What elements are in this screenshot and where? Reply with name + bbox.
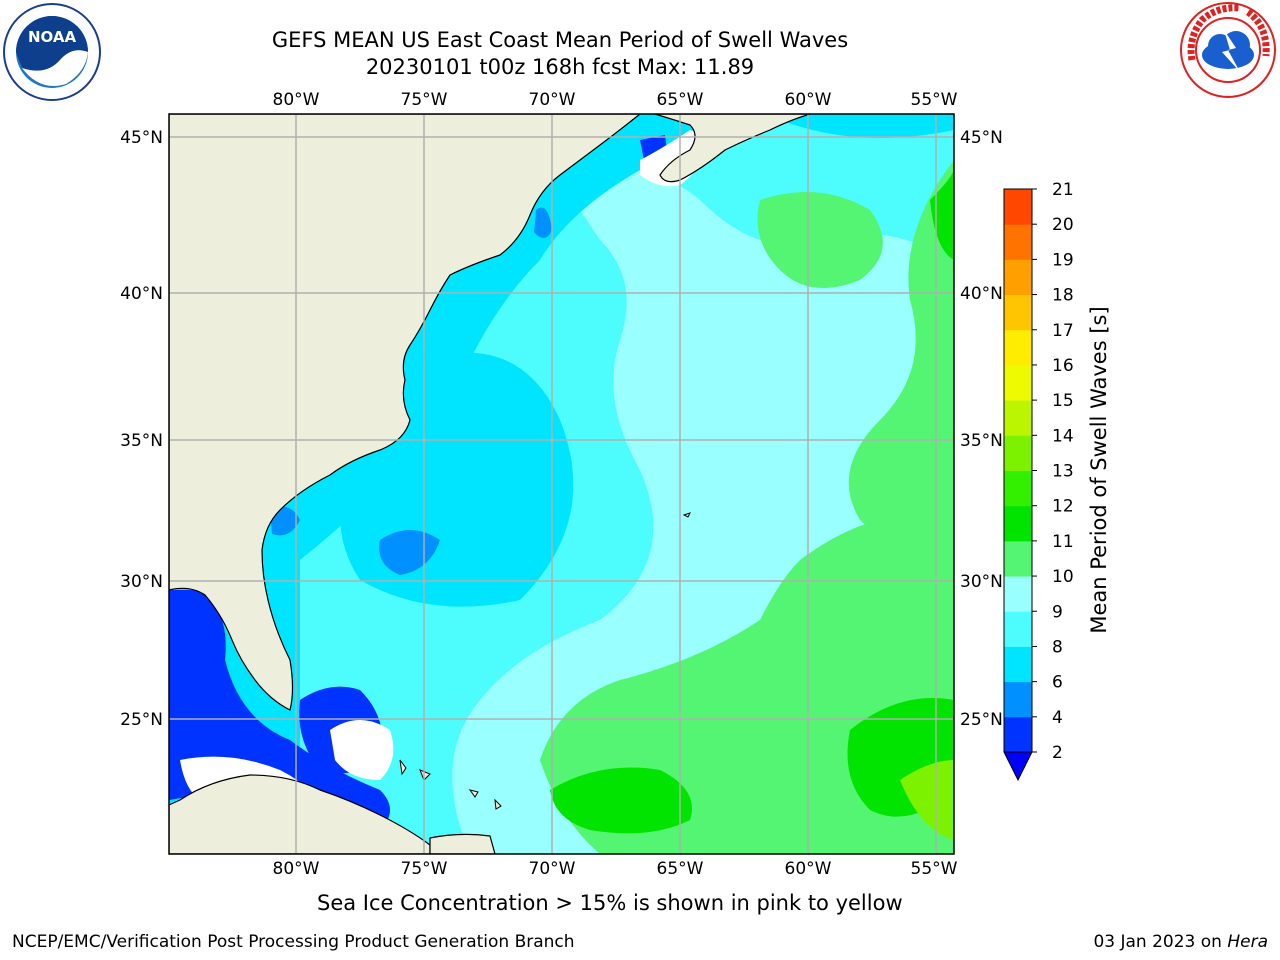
colorbar-tick-label: 4 [1052,708,1063,728]
colorbar-tick-label: 13 [1052,462,1074,482]
lon-label-top: 80°W [273,90,320,110]
footer-host: Hera [1227,932,1268,952]
map-gridlines [169,114,954,854]
lon-label-bottom: 70°W [529,859,576,879]
nws-logo [1180,2,1276,98]
colorbar-tick-label: 11 [1052,532,1074,552]
lon-label-top: 70°W [529,90,576,110]
colorbar-tick-label: 20 [1052,215,1074,235]
colorbar-tick-label: 12 [1052,497,1074,517]
colorbar-segment [1004,400,1032,436]
lon-label-bottom: 80°W [273,859,320,879]
lon-label-top: 60°W [785,90,832,110]
noaa-logo: NOAA [3,3,101,101]
lon-label-bottom: 75°W [401,859,448,879]
colorbar-tick-label: 10 [1052,567,1074,587]
lat-label-left: 45°N [120,128,163,148]
colorbar-segment [1004,435,1032,471]
lat-label-right: 35°N [960,431,1003,451]
lat-label-right: 25°N [960,710,1003,730]
footer-credit: NCEP/EMC/Verification Post Processing Pr… [12,932,575,952]
colorbar-segment [1004,540,1032,577]
colorbar-segment [1004,470,1032,507]
colorbar-tick-label: 2 [1052,743,1063,763]
colorbar-tick-label: 9 [1052,602,1063,622]
footer-date-text: 03 Jan 2023 on [1093,932,1228,952]
colorbar-tick-label: 14 [1052,426,1074,446]
map-plot-area [169,114,954,854]
chart-title: GEFS MEAN US East Coast Mean Period of S… [271,28,849,52]
sea-ice-note: Sea Ice Concentration > 15% is shown in … [317,891,903,915]
lat-label-right: 40°N [960,284,1003,304]
colorbar-segment [1004,576,1032,612]
colorbar-segment [1004,505,1032,542]
colorbar-tick-label: 16 [1052,356,1074,376]
colorbar-tick-label: 8 [1052,637,1063,657]
noaa-logo-text: NOAA [28,28,77,46]
lon-label-bottom: 65°W [657,859,704,879]
colorbar-segment [1004,259,1032,296]
colorbar-label: Mean Period of Swell Waves [s] [1087,306,1111,633]
lon-label-bottom: 60°W [785,859,832,879]
colorbar-extend-min [1003,751,1033,782]
lat-label-right: 30°N [960,572,1003,592]
colorbar-segment [1004,681,1032,718]
colorbar-segment [1004,364,1032,401]
colorbar-tick-label: 19 [1052,250,1074,270]
colorbar-segment [1004,329,1032,366]
colorbar-segment [1004,294,1032,331]
lat-label-left: 40°N [120,284,163,304]
lon-label-bottom: 55°W [911,859,958,879]
chart-subtitle: 20230101 t00z 168h fcst Max: 11.89 [365,55,755,79]
colorbar-segment [1004,646,1032,683]
lon-label-top: 65°W [657,90,704,110]
colorbar-tick-label: 15 [1052,391,1074,411]
lon-label-top: 75°W [401,90,448,110]
colorbar: 2 4 6 8 9 10 11 12 13 14 15 16 17 18 19 20 21 [1003,180,1074,782]
colorbar-tick-label: 6 [1052,673,1063,693]
colorbar-segment [1004,611,1032,647]
colorbar-tick-label: 17 [1052,321,1074,341]
lat-label-left: 35°N [120,431,163,451]
colorbar-tick-label: 18 [1052,286,1074,306]
colorbar-segment [1004,716,1032,753]
colorbar-segment [1004,189,1032,225]
lat-label-left: 25°N [120,710,163,730]
colorbar-segment [1004,224,1032,260]
lat-label-left: 30°N [120,572,163,592]
colorbar-tick-label: 21 [1052,180,1074,200]
lon-label-top: 55°W [911,90,958,110]
lat-label-right: 45°N [960,128,1003,148]
footer-date: 03 Jan 2023 on Hera [1093,932,1268,952]
map-frame [168,113,955,855]
